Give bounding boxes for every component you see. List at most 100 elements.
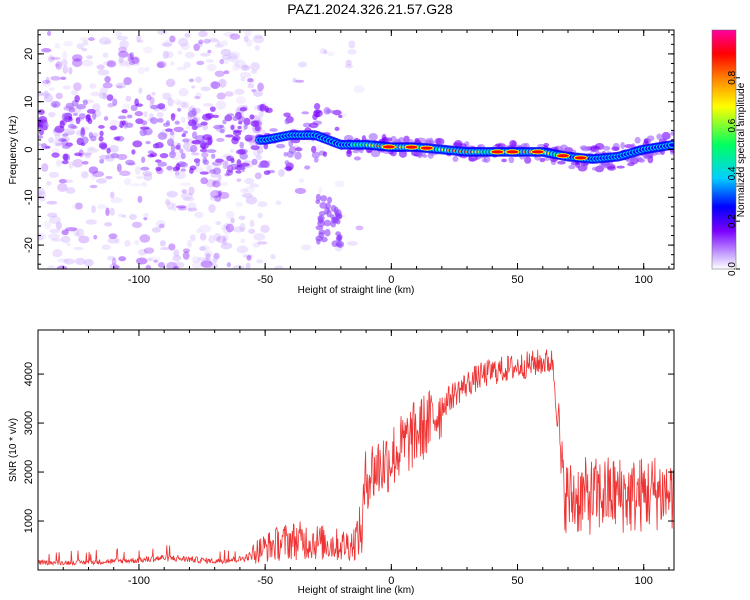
spectrogram-speckle <box>46 181 52 186</box>
spectrogram-speckle <box>43 90 50 99</box>
colorbar-label: Normalized spectral amplitude <box>736 82 747 217</box>
y-tick-label: 3000 <box>23 411 35 435</box>
spectrogram-speckle <box>109 191 115 199</box>
spectrogram-speckle <box>117 153 128 161</box>
spectrogram-speckle <box>63 40 74 47</box>
spectrogram-speckle <box>44 94 54 103</box>
spectrogram-speckle <box>98 154 110 160</box>
snr-y-ticks: 1000 2000 3000 4000 <box>23 362 674 533</box>
spectrogram-speckle <box>195 76 202 83</box>
spectrogram-speckle <box>166 201 174 211</box>
spectrogram-speckle <box>179 148 184 154</box>
spectrogram-speckle <box>57 258 70 263</box>
spectrogram-speckle <box>102 52 109 58</box>
colorbar-tick-label: 0.0 <box>727 262 738 276</box>
spectrogram-speckle <box>194 211 204 219</box>
spectrogram-speckle <box>108 145 119 153</box>
spectrogram-speckle <box>91 205 96 213</box>
spectrogram-speckle <box>51 238 62 242</box>
spectrogram-speckle <box>115 30 122 38</box>
spectrogram-speckle <box>345 59 352 66</box>
spectrogram-x-ticks: -100 -50 0 50 100 <box>37 30 670 286</box>
spectrogram-cell <box>172 166 180 172</box>
spectrogram-speckle <box>88 166 99 174</box>
spectrogram-speckle <box>174 170 186 180</box>
y-tick-label: 2000 <box>23 460 35 484</box>
spectrogram-speckle <box>63 258 75 265</box>
colorbar-tick-label: 0.8 <box>727 70 738 84</box>
spectrogram-speckle <box>196 60 205 66</box>
spectrogram-cell <box>239 141 245 149</box>
spectrogram-speckle <box>146 94 152 101</box>
spectrogram-cell <box>288 139 294 148</box>
spectrogram-speckle <box>169 130 175 136</box>
spectrogram-speckle <box>188 78 195 83</box>
spectrogram-cell <box>229 163 239 168</box>
spectrogram-cell <box>251 158 258 166</box>
spectrogram-speckle <box>89 83 97 89</box>
spectrogram-cell <box>212 114 219 119</box>
spectrogram-speckle <box>196 257 208 262</box>
spectrogram-speckle <box>98 92 107 99</box>
spectrogram-speckle <box>260 224 270 233</box>
spectrogram-speckle <box>250 70 258 74</box>
spectrogram-cell <box>237 125 242 130</box>
spectrogram-cell <box>59 120 65 129</box>
spectrogram-speckle <box>160 246 171 251</box>
spectrogram-speckle <box>145 264 152 269</box>
spectrogram-speckle <box>60 59 68 67</box>
spectrogram-speckle <box>136 257 148 265</box>
spectrogram-speckle <box>203 250 213 258</box>
spectrogram-cell <box>317 214 325 222</box>
spectrogram-speckle <box>165 51 174 59</box>
spectrogram-speckle <box>195 92 202 100</box>
spectrogram-speckle <box>93 234 98 240</box>
spectrogram-cell <box>315 235 323 242</box>
spectrogram-cell <box>320 195 328 202</box>
spectrogram-cell <box>61 160 69 165</box>
spectrogram-cell <box>452 142 462 147</box>
spectrogram-speckle <box>166 165 173 171</box>
spectrogram-speckle <box>118 58 126 68</box>
ridge-core <box>668 143 674 147</box>
spectrogram-speckle <box>217 190 222 197</box>
spectrogram-cell <box>52 103 58 108</box>
spectrogram-speckle <box>50 75 61 81</box>
spectrogram-speckle <box>173 266 180 269</box>
spectrogram-cell <box>73 112 78 117</box>
spectrogram-cell <box>110 152 120 159</box>
spectrogram-cell <box>80 129 86 138</box>
spectrogram-cell <box>134 98 139 107</box>
spectrogram-cell <box>103 116 109 121</box>
spectrogram-speckle <box>71 54 83 62</box>
spectrogram-speckle <box>74 257 86 265</box>
spectrogram-cell <box>302 122 312 128</box>
spectrogram-speckle <box>208 235 216 244</box>
spectrogram-cell <box>318 229 326 235</box>
spectrogram-speckle <box>297 61 307 68</box>
figure-title: PAZ1.2024.326.21.57.G28 <box>287 1 453 17</box>
spectrogram-speckle <box>116 35 129 41</box>
spectrogram-cell <box>249 114 255 120</box>
spectrogram-cell <box>235 170 242 174</box>
spectrogram-cell <box>106 94 114 101</box>
spectrogram-speckle <box>96 64 105 70</box>
spectrogram-speckle <box>151 91 156 96</box>
spectrogram-cell <box>202 157 208 164</box>
spectrogram-speckle <box>157 262 165 268</box>
spectrogram-speckle <box>38 142 43 147</box>
spectrogram-speckle <box>206 164 211 173</box>
spectrogram-cell <box>670 131 674 136</box>
spectrogram-speckle <box>210 81 221 90</box>
spectrogram-speckle <box>119 170 131 177</box>
spectrogram-speckle <box>43 220 52 229</box>
ridge-hotspot <box>574 156 587 160</box>
spectrogram-speckle <box>236 178 242 182</box>
spectrogram-speckle <box>226 262 231 268</box>
spectrogram-cell <box>201 113 212 121</box>
spectrogram-speckle <box>167 97 174 107</box>
spectrogram-speckle <box>177 207 187 211</box>
spectrogram-cell <box>326 209 332 218</box>
spectrogram-speckle <box>209 195 221 201</box>
